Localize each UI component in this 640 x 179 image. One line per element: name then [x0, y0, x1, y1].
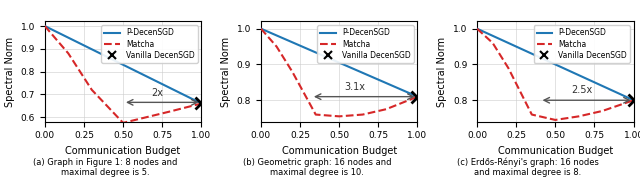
- Y-axis label: Spectral Norm: Spectral Norm: [437, 37, 447, 107]
- X-axis label: Communication Budget: Communication Budget: [65, 146, 180, 156]
- Text: (a) Graph in Figure 1: 8 nodes and
maximal degree is 5.: (a) Graph in Figure 1: 8 nodes and maxim…: [33, 158, 178, 177]
- X-axis label: Communication Budget: Communication Budget: [282, 146, 397, 156]
- Legend: P-DecenSGD, Matcha, Vanilla DecenSGD: P-DecenSGD, Matcha, Vanilla DecenSGD: [317, 25, 413, 63]
- Y-axis label: Spectral Norm: Spectral Norm: [5, 37, 15, 107]
- Text: (b) Geometric graph: 16 nodes and
maximal degree is 10.: (b) Geometric graph: 16 nodes and maxima…: [243, 158, 391, 177]
- Text: 2.5x: 2.5x: [572, 85, 593, 95]
- Y-axis label: Spectral Norm: Spectral Norm: [221, 37, 231, 107]
- Text: (c) Erdős-Rényi's graph: 16 nodes
and maximal degree is 8.: (c) Erdős-Rényi's graph: 16 nodes and ma…: [457, 157, 599, 177]
- Text: 3.1x: 3.1x: [344, 82, 365, 92]
- Legend: P-DecenSGD, Matcha, Vanilla DecenSGD: P-DecenSGD, Matcha, Vanilla DecenSGD: [534, 25, 630, 63]
- Legend: P-DecenSGD, Matcha, Vanilla DecenSGD: P-DecenSGD, Matcha, Vanilla DecenSGD: [101, 25, 198, 63]
- Text: 2x: 2x: [152, 88, 164, 98]
- X-axis label: Communication Budget: Communication Budget: [498, 146, 613, 156]
